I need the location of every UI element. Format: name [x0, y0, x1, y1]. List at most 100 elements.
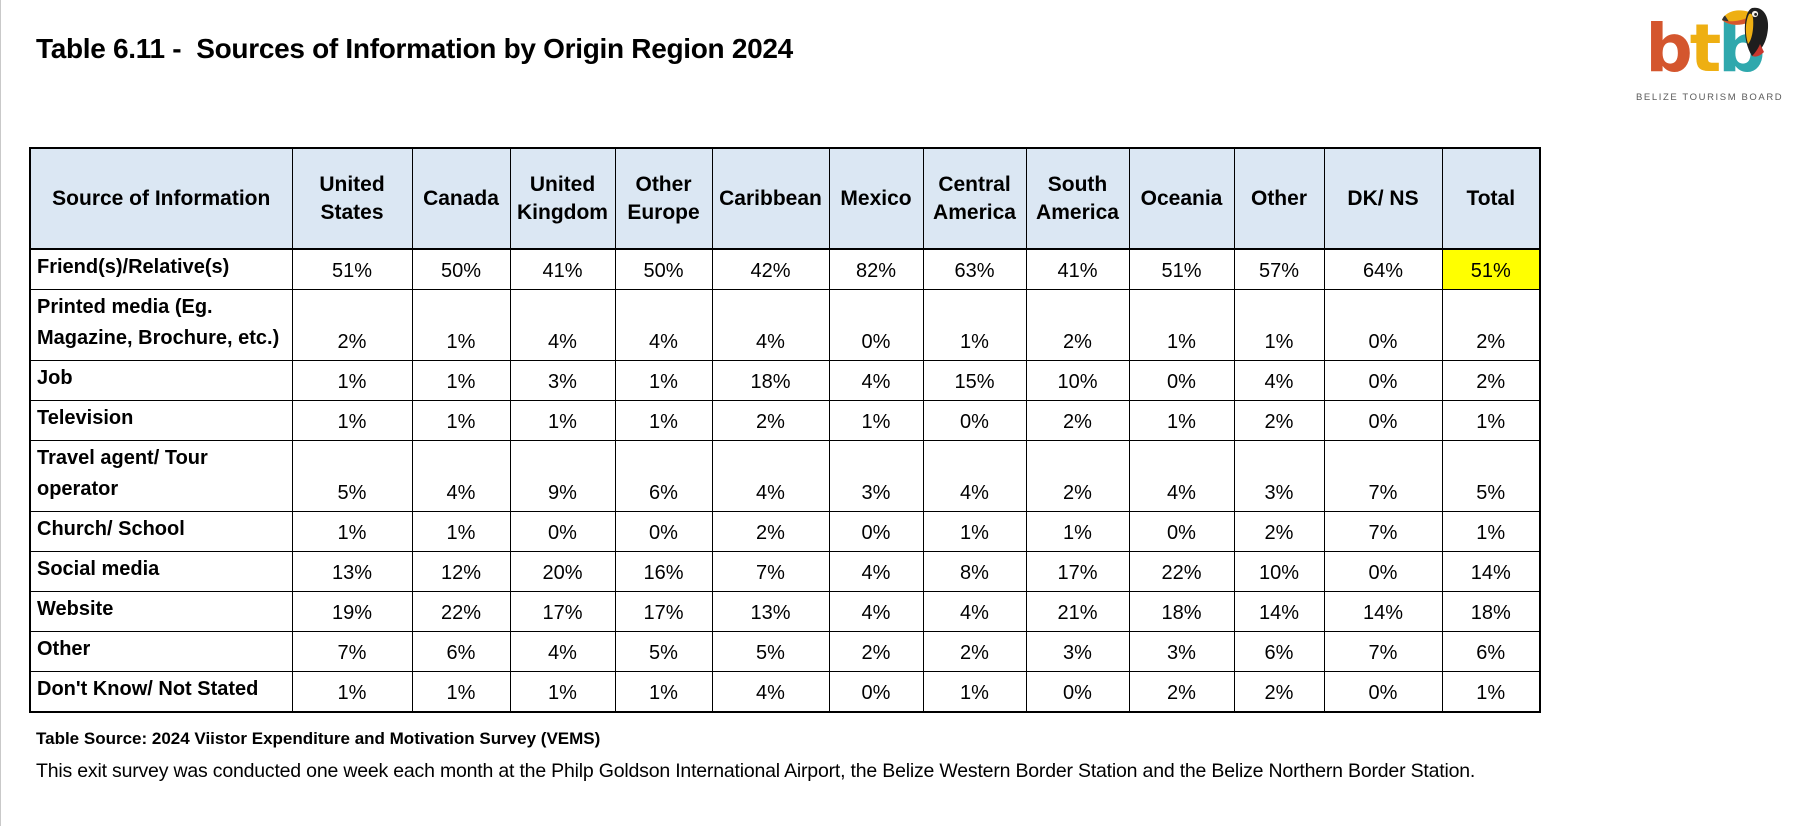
- value-cell: 15%: [922, 360, 1027, 401]
- logo-letters: btb: [1645, 7, 1768, 90]
- value-cell: 6%: [614, 440, 713, 512]
- value-cell: 1%: [509, 671, 616, 713]
- value-cell: 4%: [922, 440, 1027, 512]
- value-cell: 0%: [1323, 551, 1443, 592]
- value-cell: 3%: [1025, 631, 1130, 672]
- header-cell: United Kingdom: [509, 147, 616, 250]
- value-cell: 16%: [614, 551, 713, 592]
- value-cell: 5%: [614, 631, 713, 672]
- value-cell: 14%: [1323, 591, 1443, 632]
- value-cell: 14%: [1233, 591, 1325, 632]
- table-row: Printed media (Eg. Magazine, Brochure, e…: [29, 289, 1541, 361]
- value-cell: 50%: [614, 248, 713, 290]
- logo-letter-b1: b: [1645, 10, 1692, 87]
- value-cell: 1%: [922, 511, 1027, 552]
- table-row: Travel agent/ Tour operator 5% 4% 9% 6% 4% 3% 4…: [29, 440, 1541, 512]
- value-cell: 50%: [411, 248, 511, 290]
- value-cell: 0%: [1128, 360, 1235, 401]
- logo-caption: BELIZE TOURISM BOARD: [1636, 92, 1784, 103]
- value-cell: 1%: [1128, 289, 1235, 361]
- value-cell: 0%: [1128, 511, 1235, 552]
- value-cell: 10%: [1233, 551, 1325, 592]
- value-cell: 2%: [1128, 671, 1235, 713]
- value-cell: 2%: [1025, 289, 1130, 361]
- value-cell: 4%: [509, 289, 616, 361]
- value-cell: 5%: [291, 440, 413, 512]
- row-label: Television: [29, 400, 293, 441]
- value-cell: 51%: [291, 248, 413, 290]
- value-cell: 18%: [711, 360, 830, 401]
- header-cell: Other: [1233, 147, 1325, 250]
- value-cell: 19%: [291, 591, 413, 632]
- value-cell: 2%: [291, 289, 413, 361]
- value-cell: 7%: [1323, 511, 1443, 552]
- value-cell: 17%: [614, 591, 713, 632]
- value-cell: 4%: [1128, 440, 1235, 512]
- value-cell: 1%: [509, 400, 616, 441]
- value-cell: 1%: [411, 671, 511, 713]
- value-cell: 82%: [828, 248, 924, 290]
- value-cell: 1%: [922, 671, 1027, 713]
- value-cell: 9%: [509, 440, 616, 512]
- value-cell: 13%: [711, 591, 830, 632]
- value-cell: 1%: [614, 400, 713, 441]
- row-label: Social media: [29, 551, 293, 592]
- table-row: Church/ School 1% 1% 0% 0% 2% 0% 1% 1% 0% 2% 7% 1%: [29, 511, 1541, 552]
- value-cell: 21%: [1025, 591, 1130, 632]
- value-cell: 0%: [1323, 671, 1443, 713]
- row-label: Website: [29, 591, 293, 632]
- value-cell: 0%: [828, 511, 924, 552]
- value-cell: 5%: [711, 631, 830, 672]
- value-cell: 41%: [1025, 248, 1130, 290]
- row-label: Don't Know/ Not Stated: [29, 671, 293, 713]
- row-label: Friend(s)/Relative(s): [29, 248, 293, 290]
- value-cell: 8%: [922, 551, 1027, 592]
- page-title: Table 6.11 - Sources of Information by O…: [36, 33, 793, 64]
- row-label: Other: [29, 631, 293, 672]
- value-cell: 0%: [828, 671, 924, 713]
- survey-note-line: This exit survey was conducted one week …: [36, 760, 1476, 782]
- header-cell: Mexico: [828, 147, 924, 250]
- value-cell: 2%: [1233, 511, 1325, 552]
- value-cell: 13%: [291, 551, 413, 592]
- value-cell: 3%: [1128, 631, 1235, 672]
- header-cell-source-of-information: Source of Information: [29, 147, 293, 250]
- value-cell: 1%: [614, 360, 713, 401]
- value-cell: 2%: [711, 400, 830, 441]
- value-cell: 4%: [828, 360, 924, 401]
- value-cell: 5%: [1441, 440, 1541, 512]
- value-cell: 1%: [291, 671, 413, 713]
- value-cell: 3%: [509, 360, 616, 401]
- value-cell: 1%: [614, 671, 713, 713]
- value-cell: 2%: [828, 631, 924, 672]
- value-cell: 1%: [1441, 671, 1541, 713]
- value-cell: 1%: [1128, 400, 1235, 441]
- value-cell: 7%: [1323, 440, 1443, 512]
- header-cell: Caribbean: [711, 147, 830, 250]
- value-cell: 1%: [411, 289, 511, 361]
- value-cell: 4%: [711, 671, 830, 713]
- value-cell: 0%: [1323, 400, 1443, 441]
- value-cell: 0%: [1323, 289, 1443, 361]
- value-cell: 64%: [1323, 248, 1443, 290]
- header-cell: Other Europe: [614, 147, 713, 250]
- value-cell: 4%: [411, 440, 511, 512]
- table-row: Website 19% 22% 17% 17% 13% 4% 4% 21% 18% 14% 14% 18…: [29, 591, 1541, 632]
- value-cell: 20%: [509, 551, 616, 592]
- row-label: Printed media (Eg. Magazine, Brochure, e…: [29, 289, 293, 361]
- value-cell: 6%: [1233, 631, 1325, 672]
- value-cell: 63%: [922, 248, 1027, 290]
- value-cell: 3%: [1233, 440, 1325, 512]
- header-cell: DK/ NS: [1323, 147, 1443, 250]
- header-cell: United States: [291, 147, 413, 250]
- value-cell: 7%: [291, 631, 413, 672]
- table-row: Other 7% 6% 4% 5% 5% 2% 2% 3% 3% 6% 7% 6%: [29, 631, 1541, 672]
- value-cell: 0%: [1323, 360, 1443, 401]
- value-cell: 1%: [411, 400, 511, 441]
- header-cell: Oceania: [1128, 147, 1235, 250]
- value-cell: 22%: [1128, 551, 1235, 592]
- value-cell: 7%: [1323, 631, 1443, 672]
- header-cell: South America: [1025, 147, 1130, 250]
- header-row: Source of Information United States Canada…: [29, 147, 1541, 250]
